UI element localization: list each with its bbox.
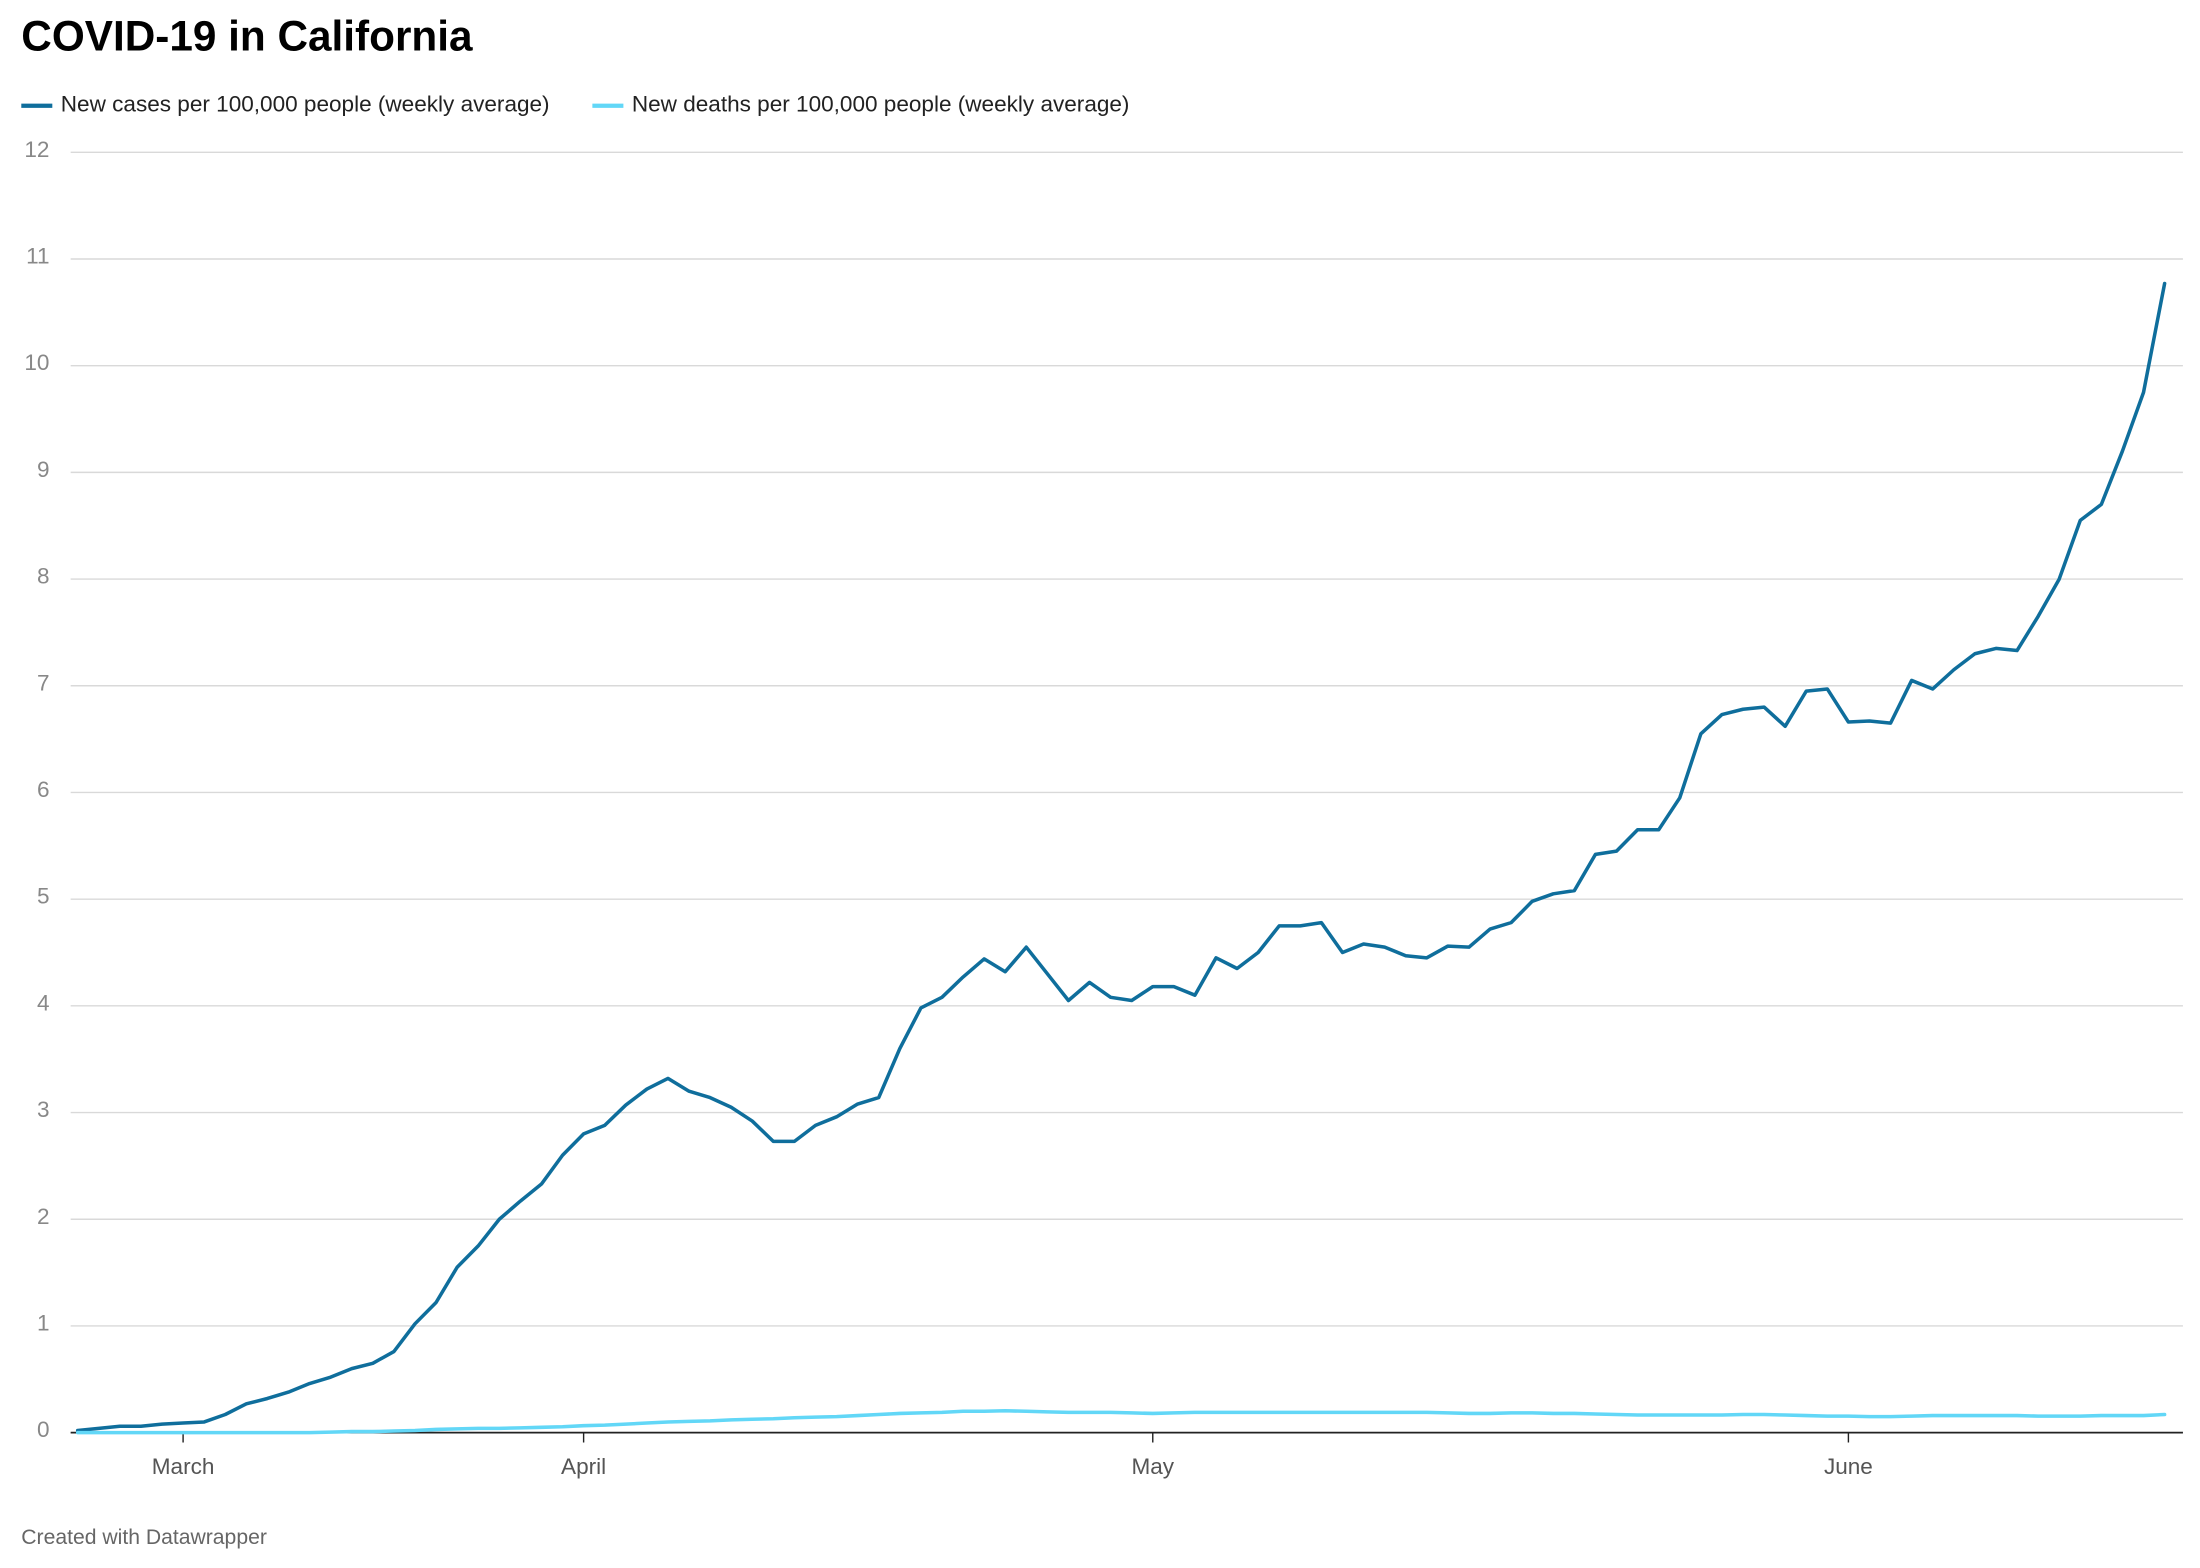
y-tick-label: 7 (37, 670, 50, 695)
y-tick-label: 11 (26, 244, 49, 269)
y-tick-label: 4 (37, 990, 50, 1015)
legend: New cases per 100,000 people (weekly ave… (21, 92, 1129, 117)
series-line (75, 1409, 2167, 1435)
y-tick-label: 12 (24, 137, 49, 162)
x-tick-label: May (1131, 1454, 1174, 1479)
chart-title: COVID-19 in California (21, 13, 473, 60)
y-tick-label: 1 (37, 1310, 50, 1335)
y-tick-label: 3 (37, 1097, 50, 1122)
legend-label: New cases per 100,000 people (weekly ave… (61, 92, 550, 117)
y-tick-label: 10 (24, 350, 49, 375)
y-tick-label: 8 (37, 564, 50, 589)
y-tick-label: 9 (37, 457, 50, 482)
footer: Created with Datawrapper (21, 1526, 267, 1549)
legend-label: New deaths per 100,000 people (weekly av… (632, 92, 1130, 117)
y-tick-label: 5 (37, 884, 50, 909)
series-line (75, 281, 2167, 1433)
y-tick-label: 6 (37, 777, 50, 802)
x-tick-label: April (561, 1454, 606, 1479)
x-tick-label: June (1824, 1454, 1873, 1479)
y-tick-label: 2 (37, 1204, 50, 1229)
y-tick-label: 0 (37, 1417, 50, 1442)
x-tick-label: March (152, 1454, 215, 1479)
